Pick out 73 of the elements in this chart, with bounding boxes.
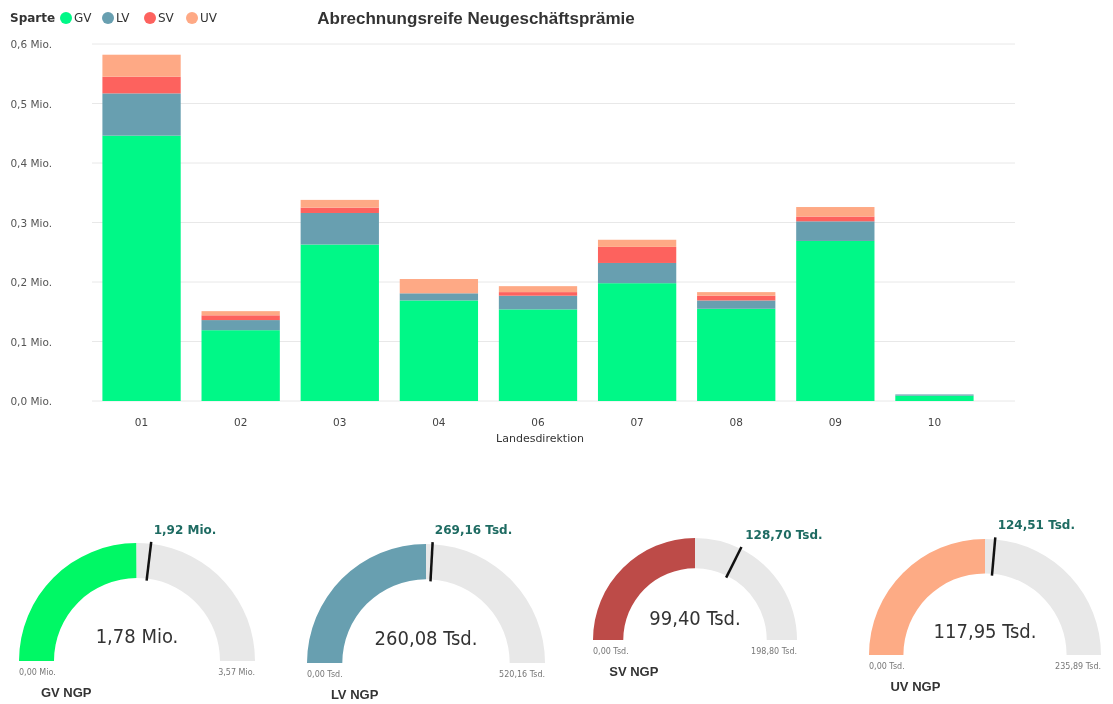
- bar: [300, 212, 379, 245]
- y-tick-label: 0,6 Mio.: [10, 38, 52, 50]
- bar: [796, 207, 875, 217]
- text: 3,57 Mio.: [218, 668, 255, 677]
- y-tick-label: 0,5 Mio.: [10, 97, 52, 110]
- x-axis-title: Landesdirektion: [496, 432, 584, 445]
- y-tick-label: 0,2 Mio.: [10, 276, 52, 288]
- text: SV NGP: [609, 664, 659, 679]
- text: 0,00 Tsd.: [869, 662, 905, 671]
- y-tick-label: 0,4 Mio.: [10, 157, 52, 169]
- text: 128,70 Tsd.: [745, 528, 823, 543]
- bar: [597, 246, 677, 263]
- data-label: 117,95 Tsd.: [933, 618, 1037, 643]
- x-tick-label: 09: [828, 416, 843, 428]
- bar: [697, 300, 776, 309]
- bar: [300, 199, 379, 208]
- text: 235,89 Tsd.: [1055, 662, 1101, 671]
- text: 1,92 Mio.: [153, 522, 217, 537]
- bar: [201, 320, 280, 331]
- data-label: 99,40 Tsd.: [649, 605, 741, 630]
- bar: [399, 279, 479, 294]
- text: 0,00 Tsd.: [307, 670, 343, 679]
- bar: [895, 395, 974, 401]
- x-tick-label: 02: [233, 416, 248, 428]
- x-tick-label: 03: [333, 416, 347, 428]
- bar: [597, 283, 677, 401]
- legend-title: Sparte: [10, 11, 56, 25]
- text: 0,00 Mio.: [19, 668, 56, 677]
- y-tick-label: 0,0 Mio.: [10, 395, 52, 407]
- bar: [498, 286, 578, 293]
- bar: [498, 295, 578, 310]
- data-label: 260,08 Tsd.: [374, 626, 478, 651]
- bar: [102, 54, 181, 77]
- bar: [597, 262, 677, 284]
- y-tick-label: 0,3 Mio.: [10, 216, 52, 229]
- bar: [201, 330, 280, 401]
- bar: [201, 315, 280, 321]
- bar: [796, 221, 875, 241]
- text: 269,16 Tsd.: [434, 523, 513, 538]
- bar: [300, 244, 379, 401]
- text: LV NGP: [330, 687, 379, 702]
- text: 520,16 Tsd.: [499, 670, 545, 679]
- text: GV NGP: [40, 685, 92, 700]
- bar: [498, 309, 578, 401]
- x-tick-label: 06: [531, 416, 545, 428]
- bar: [597, 239, 677, 247]
- text: UV NGP: [890, 679, 941, 694]
- chart-title: Abrechnungsreife Neugeschäftsprämie: [317, 9, 635, 28]
- text: 124,51 Tsd.: [997, 518, 1076, 533]
- x-tick-label: 08: [729, 416, 743, 428]
- bar: [102, 135, 181, 401]
- legend-label: UV: [200, 11, 218, 25]
- x-tick-label: 07: [630, 416, 644, 428]
- bar: [201, 311, 280, 316]
- bar: [300, 207, 379, 213]
- bar: [102, 93, 181, 136]
- data-label: 1,78 Mio.: [95, 624, 179, 649]
- x-tick-label: 04: [432, 416, 446, 428]
- bar: [796, 240, 875, 401]
- x-tick-label: 01: [134, 416, 149, 428]
- y-tick-label: 0,1 Mio.: [10, 335, 52, 348]
- bar: [399, 300, 479, 401]
- bar: [102, 76, 181, 94]
- legend-label: SV: [158, 11, 175, 25]
- text: 198,80 Tsd.: [751, 647, 797, 656]
- legend-label: LV: [116, 11, 131, 25]
- bar: [399, 293, 479, 301]
- bar: [697, 292, 776, 296]
- bar: [498, 292, 578, 296]
- x-tick-label: 10: [927, 416, 942, 428]
- text: 0,00 Tsd.: [593, 647, 629, 656]
- bar: [697, 308, 776, 401]
- legend-label: GV: [74, 11, 93, 25]
